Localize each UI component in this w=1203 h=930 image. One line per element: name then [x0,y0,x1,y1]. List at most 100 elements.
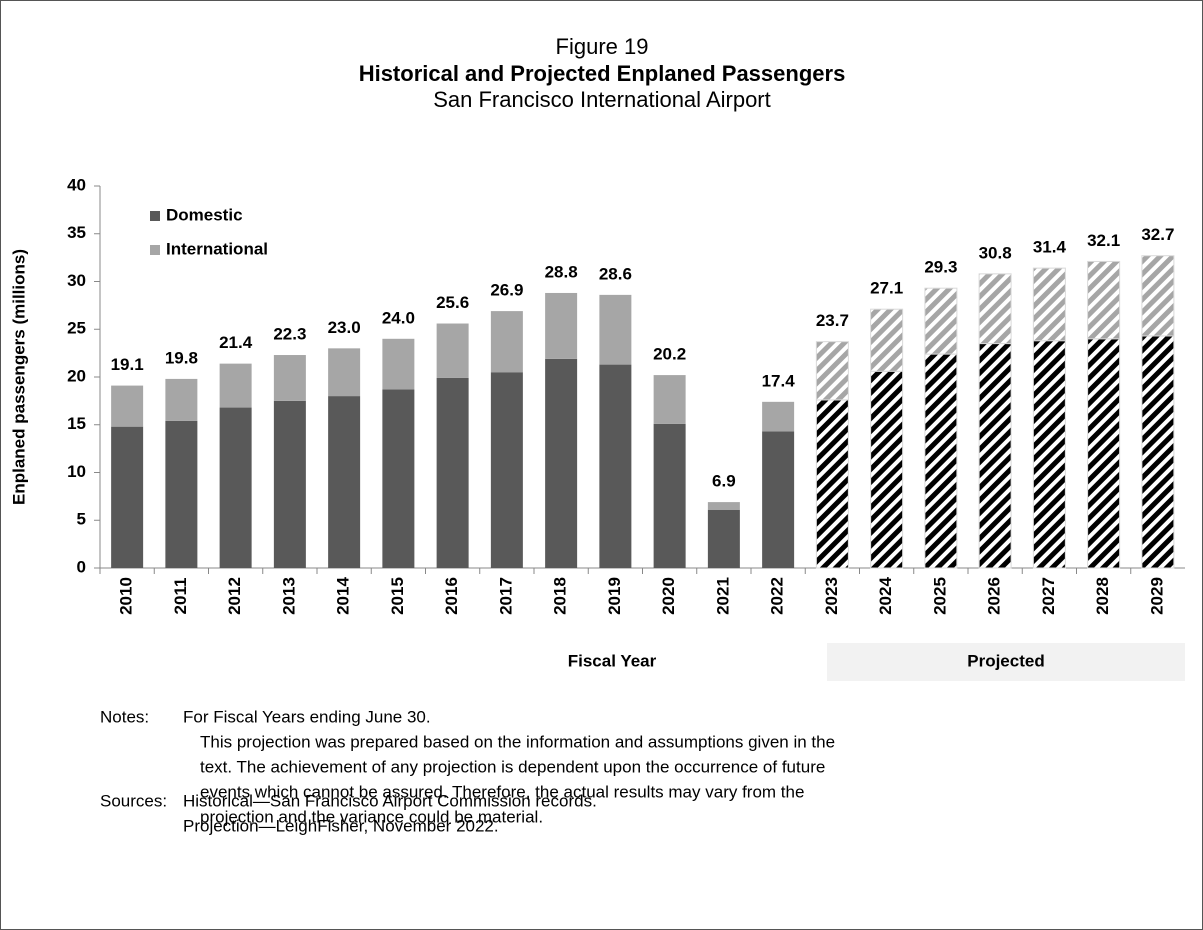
x-tick-label: 2014 [334,577,353,615]
bar-segment [599,294,632,365]
bar-segment [870,370,904,569]
x-tick-label: 2025 [930,577,949,615]
bar-segment [490,311,523,373]
total-label: 32.7 [1141,225,1174,244]
bar-segment [328,396,361,568]
bar-segment [1141,335,1175,569]
bar-segment [707,502,740,510]
x-tick-label: 2011 [171,578,190,615]
bar-segment [978,343,1012,569]
bar-segment [870,308,904,372]
y-tick-label: 0 [77,557,86,576]
y-tick-label: 25 [67,319,86,338]
bar-segment [599,364,632,568]
x-tick-label: 2029 [1147,577,1166,615]
bar-segment [328,348,361,397]
bar-segment [165,378,198,421]
y-axis-label: Enplaned passengers (millions) [9,249,28,505]
total-label: 23.0 [328,318,361,337]
total-label: 28.8 [545,262,578,281]
total-label: 31.4 [1033,238,1067,257]
x-tick-label: 2017 [496,577,515,615]
chart-subtitle: San Francisco International Airport [433,87,771,112]
total-label: 21.4 [219,333,253,352]
total-label: 22.3 [273,325,306,344]
x-axis-label: Fiscal Year [568,651,657,670]
legend-label: International [166,239,268,258]
bar-segment [653,423,686,568]
total-label: 27.1 [870,279,903,298]
x-tick-label: 2028 [1093,577,1112,615]
sources-label: Sources: [100,791,167,810]
bar-segment [545,292,578,359]
notes-label: Notes: [100,707,149,726]
total-label: 28.6 [599,264,632,283]
sources-line: Projection—LeighFisher, November 2022. [183,816,499,835]
y-tick-label: 10 [67,462,86,481]
bar-segment [815,341,849,401]
total-label: 29.3 [924,258,957,277]
x-tick-label: 2015 [388,577,407,615]
x-tick-label: 2020 [659,577,678,615]
bar-segment [707,509,740,568]
bar-segment [1141,255,1175,337]
total-label: 30.8 [979,243,1012,262]
notes-line: text. The achievement of any projection … [200,757,825,776]
total-label: 26.9 [490,281,523,300]
bar-segment [815,399,849,569]
bar-segment [273,355,306,401]
bar-segment [219,363,252,408]
x-tick-label: 2013 [279,577,298,615]
y-tick-label: 35 [67,223,86,242]
total-label: 32.1 [1087,231,1120,250]
x-tick-label: 2019 [605,577,624,615]
bar-segment [762,431,795,568]
total-label: 17.4 [762,371,796,390]
bar-segment [382,338,415,390]
bar-segment [924,287,958,355]
y-tick-label: 20 [67,366,86,385]
bar-segment [111,385,144,427]
bar-segment [111,426,144,568]
x-tick-label: 2027 [1039,577,1058,615]
notes-line: This projection was prepared based on th… [200,732,835,751]
bar-segment [545,358,578,568]
y-tick-label: 5 [77,510,86,529]
total-label: 19.1 [111,355,144,374]
legend-swatch [150,245,160,255]
total-label: 20.2 [653,345,686,364]
x-tick-label: 2016 [442,577,461,615]
total-label: 25.6 [436,293,469,312]
bar-segment [382,389,415,568]
total-label: 19.8 [165,348,198,367]
figure-label: Figure 19 [556,34,649,59]
projected-band [827,643,1185,681]
y-tick-label: 15 [67,414,86,433]
y-tick-label: 40 [67,175,86,194]
bar-segment [436,323,469,378]
bar-segment [165,420,198,568]
bar-segment [653,375,686,424]
bar-segment [1087,338,1121,569]
x-tick-label: 2023 [822,577,841,615]
legend-label: Domestic [166,205,243,224]
bar-segment [1032,267,1066,342]
x-tick-label: 2021 [713,577,732,615]
projected-label: Projected [967,651,1044,670]
x-tick-label: 2018 [551,577,570,615]
x-tick-label: 2026 [985,577,1004,615]
bar-segment [490,372,523,568]
x-tick-label: 2012 [225,577,244,615]
x-tick-label: 2010 [117,577,136,615]
notes-line: projection and the variance could be mat… [200,807,543,826]
x-tick-label: 2024 [876,577,895,615]
bar-segment [436,377,469,568]
total-label: 23.7 [816,311,849,330]
x-tick-label: 2022 [768,577,787,615]
bar-segment [924,353,958,569]
chart-title: Historical and Projected Enplaned Passen… [359,61,846,86]
total-label: 24.0 [382,308,415,327]
sources-line: Historical—San Francisco Airport Commiss… [183,791,597,810]
bar-segment [273,400,306,568]
bar-segment [1032,340,1066,569]
